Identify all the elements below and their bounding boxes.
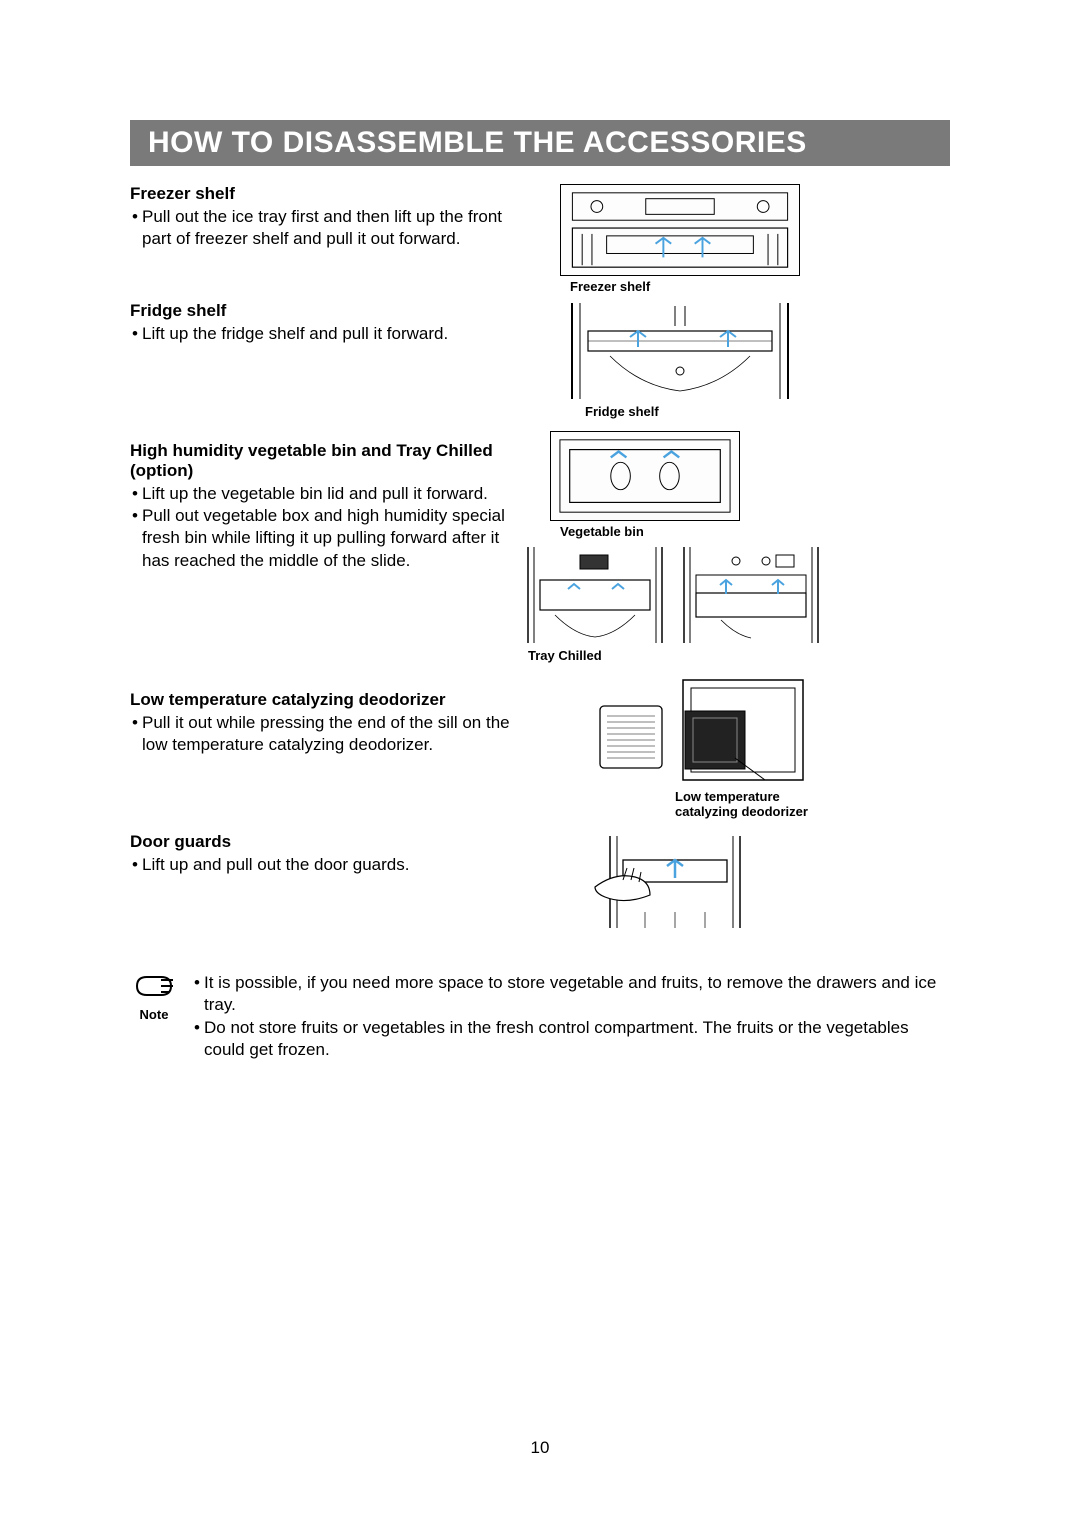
note-label: Note — [130, 1007, 178, 1022]
caption-vegetable-bin: Vegetable bin — [560, 524, 950, 540]
caption-freezer-shelf: Freezer shelf — [570, 279, 950, 295]
bullet-row: • Lift up the fridge shelf and pull it f… — [132, 323, 510, 345]
note-bullet-text: Do not store fruits or vegetables in the… — [204, 1017, 950, 1062]
freezer-shelf-svg — [561, 185, 799, 275]
bullet-row: • Lift up and pull out the door guards. — [132, 854, 510, 876]
section-deodorizer: Low temperature catalyzing deodorizer • … — [130, 676, 950, 826]
text-col: Fridge shelf • Lift up the fridge shelf … — [130, 301, 510, 345]
tray-chilled-right-svg — [676, 545, 826, 645]
bullet-text: Lift up the fridge shelf and pull it for… — [142, 323, 510, 345]
text-col: High humidity vegetable bin and Tray Chi… — [130, 431, 510, 573]
bullet-text: Lift up the vegetable bin lid and pull i… — [142, 483, 510, 505]
note-block: Note • It is possible, if you need more … — [130, 972, 950, 1062]
content-area: Freezer shelf • Pull out the ice tray fi… — [130, 184, 950, 1062]
note-bullet-row: • It is possible, if you need more space… — [194, 972, 950, 1017]
bullet-dot: • — [194, 1017, 204, 1039]
img-col: Low temperature catalyzing deodorizer — [520, 676, 950, 826]
manual-page: HOW TO DISASSEMBLE THE ACCESSORIES Freez… — [0, 0, 1080, 1528]
note-icon-col: Note — [130, 972, 178, 1022]
bullet-dot: • — [132, 505, 142, 527]
diagram-tray-chilled — [520, 545, 950, 645]
bullet-row: • Pull out the ice tray first and then l… — [132, 206, 510, 251]
img-col: Fridge shelf — [520, 301, 950, 426]
tray-chilled-left-svg — [520, 545, 670, 645]
bullet-dot: • — [132, 854, 142, 876]
bullet-text: Lift up and pull out the door guards. — [142, 854, 510, 876]
bullet-text: Pull out the ice tray first and then lif… — [142, 206, 510, 251]
bullet-text: Pull out vegetable box and high humidity… — [142, 505, 510, 572]
diagram-door-guards — [575, 832, 775, 932]
page-title-banner: HOW TO DISASSEMBLE THE ACCESSORIES — [130, 120, 950, 166]
diagram-freezer-shelf — [560, 184, 800, 276]
caption-fridge-shelf: Fridge shelf — [585, 404, 950, 420]
diagram-vegetable-bin — [550, 431, 740, 521]
page-title: HOW TO DISASSEMBLE THE ACCESSORIES — [148, 126, 807, 159]
heading-fridge-shelf: Fridge shelf — [130, 301, 510, 321]
page-number: 10 — [0, 1438, 1080, 1458]
bullet-dot: • — [132, 323, 142, 345]
note-body: • It is possible, if you need more space… — [192, 972, 950, 1062]
text-col: Door guards • Lift up and pull out the d… — [130, 832, 510, 876]
text-col: Freezer shelf • Pull out the ice tray fi… — [130, 184, 510, 251]
bullet-dot: • — [132, 712, 142, 734]
bullet-row: • Lift up the vegetable bin lid and pull… — [132, 483, 510, 505]
heading-vegetable: High humidity vegetable bin and Tray Chi… — [130, 441, 510, 481]
bullet-row: • Pull out vegetable box and high humidi… — [132, 505, 510, 572]
bullet-dot: • — [132, 206, 142, 228]
section-door-guards: Door guards • Lift up and pull out the d… — [130, 832, 950, 942]
img-col: Freezer shelf — [520, 184, 950, 301]
bullet-dot: • — [132, 483, 142, 505]
deodorizer-svg — [565, 676, 825, 786]
diagram-fridge-shelf — [560, 301, 800, 401]
note-bullet-row: • Do not store fruits or vegetables in t… — [194, 1017, 950, 1062]
img-col: Vegetable bin — [520, 431, 950, 670]
note-hand-icon — [133, 972, 175, 1000]
heading-deodorizer: Low temperature catalyzing deodorizer — [130, 690, 510, 710]
door-guards-svg — [575, 832, 775, 932]
heading-freezer-shelf: Freezer shelf — [130, 184, 510, 204]
vegetable-bin-svg — [551, 432, 739, 520]
note-bullet-text: It is possible, if you need more space t… — [204, 972, 950, 1017]
section-fridge-shelf: Fridge shelf • Lift up the fridge shelf … — [130, 301, 950, 431]
bullet-row: • Pull it out while pressing the end of … — [132, 712, 510, 757]
fridge-shelf-svg — [560, 301, 800, 401]
section-freezer-shelf: Freezer shelf • Pull out the ice tray fi… — [130, 184, 950, 301]
section-vegetable-bin: High humidity vegetable bin and Tray Chi… — [130, 431, 950, 670]
caption-tray-chilled: Tray Chilled — [528, 648, 950, 664]
diagram-deodorizer — [565, 676, 825, 786]
img-col — [520, 832, 950, 932]
heading-door-guards: Door guards — [130, 832, 510, 852]
text-col: Low temperature catalyzing deodorizer • … — [130, 676, 510, 757]
bullet-text: Pull it out while pressing the end of th… — [142, 712, 510, 757]
caption-deodorizer: Low temperature catalyzing deodorizer — [675, 789, 840, 820]
bullet-dot: • — [194, 972, 204, 994]
